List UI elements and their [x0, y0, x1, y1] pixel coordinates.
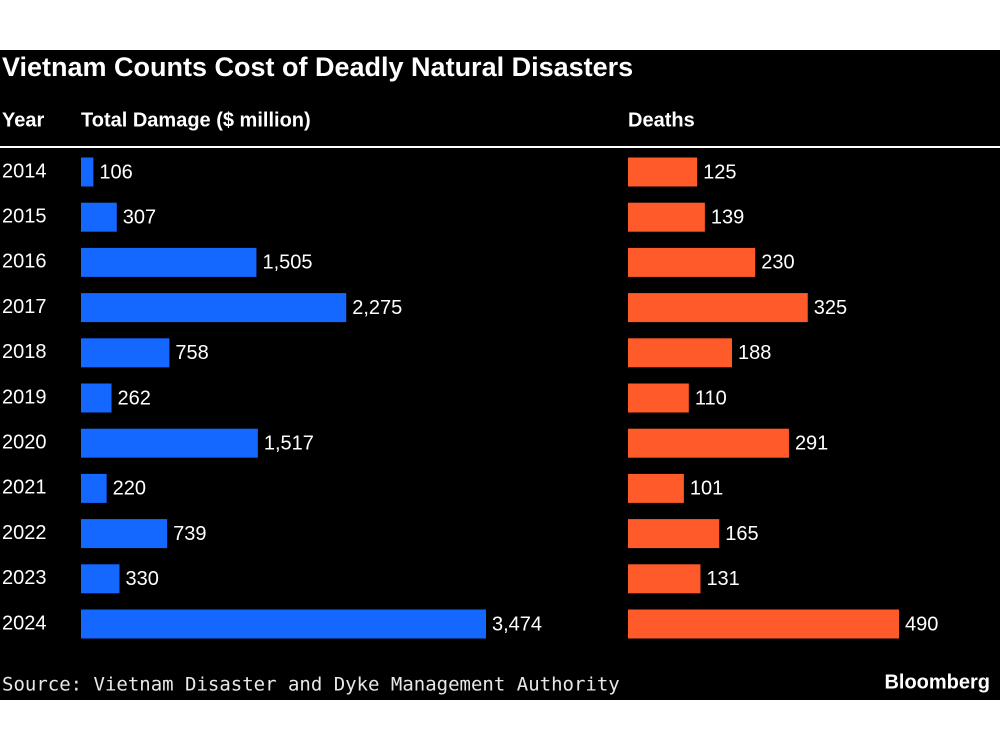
- value-label: 758: [175, 342, 208, 364]
- bar: [81, 157, 94, 187]
- background: [0, 50, 1000, 700]
- bar: [628, 338, 732, 368]
- category-header: Year: [2, 109, 44, 131]
- series-header: Deaths: [628, 109, 695, 131]
- value-label: 139: [711, 206, 744, 228]
- value-label: 106: [99, 161, 132, 183]
- value-label: 2,275: [352, 297, 402, 319]
- bar: [81, 383, 112, 413]
- bar: [628, 247, 756, 277]
- value-label: 188: [738, 342, 771, 364]
- category-label: 2015: [2, 205, 47, 227]
- bar: [81, 247, 257, 277]
- header-rule: [0, 146, 1000, 148]
- value-label: 330: [125, 568, 158, 590]
- brand: Bloomberg: [884, 671, 990, 693]
- value-label: 739: [173, 523, 206, 545]
- bar: [628, 473, 684, 503]
- category-label: 2019: [2, 386, 47, 408]
- bar: [81, 473, 107, 503]
- bar: [628, 609, 899, 639]
- value-label: 125: [703, 161, 736, 183]
- value-label: 165: [725, 523, 758, 545]
- category-label: 2020: [2, 431, 47, 453]
- category-label: 2017: [2, 296, 47, 318]
- value-label: 110: [695, 387, 727, 409]
- value-label: 1,517: [264, 432, 314, 454]
- value-label: 490: [905, 613, 938, 635]
- bar: [628, 293, 808, 323]
- bar: [628, 564, 701, 594]
- series-header: Total Damage ($ million): [81, 109, 311, 131]
- value-label: 307: [123, 206, 156, 228]
- value-label: 3,474: [492, 613, 542, 635]
- category-label: 2018: [2, 341, 47, 363]
- bar: [628, 428, 789, 458]
- category-label: 2014: [2, 160, 47, 182]
- bar: [628, 202, 705, 232]
- category-label: 2022: [2, 522, 47, 544]
- value-label: 101: [690, 478, 723, 500]
- bar: [81, 293, 347, 323]
- chart-title: Vietnam Counts Cost of Deadly Natural Di…: [2, 52, 633, 82]
- value-label: 1,505: [262, 252, 312, 274]
- category-label: 2021: [2, 477, 47, 499]
- category-label: 2016: [2, 251, 47, 273]
- bar: [81, 338, 170, 368]
- value-label: 230: [761, 252, 794, 274]
- bar: [628, 383, 689, 413]
- bar: [81, 564, 120, 594]
- category-label: 2024: [2, 612, 47, 634]
- bar: [81, 609, 486, 639]
- value-label: 325: [814, 297, 847, 319]
- bar: [81, 202, 117, 232]
- bar: [81, 428, 258, 458]
- value-label: 220: [113, 478, 146, 500]
- bar: [628, 519, 720, 549]
- value-label: 131: [706, 568, 739, 590]
- bar: [81, 519, 168, 549]
- value-label: 291: [795, 432, 828, 454]
- source: Source: Vietnam Disaster and Dyke Manage…: [2, 674, 620, 696]
- value-label: 262: [118, 387, 151, 409]
- category-label: 2023: [2, 567, 47, 589]
- bar: [628, 157, 698, 187]
